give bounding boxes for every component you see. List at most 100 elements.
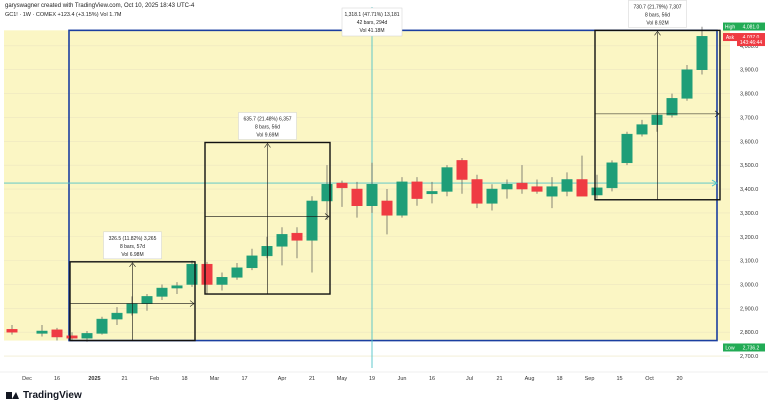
right-arrow-icon — [714, 110, 720, 118]
candle-body-down — [201, 263, 213, 285]
candle-body-up — [651, 114, 663, 125]
candle[interactable] — [6, 325, 18, 335]
candle-body-down — [576, 179, 588, 197]
candle[interactable] — [396, 177, 408, 218]
candle[interactable] — [471, 174, 483, 209]
countdown-tag — [737, 38, 765, 47]
price-label-name: Ask — [726, 35, 735, 41]
measure-box[interactable]: 730.7 (21.79%) 7,307 8 bars, 56d Vol 8.92M — [594, 0, 721, 201]
price-label-high: High 4,081.0 — [723, 22, 765, 31]
candle-body-up — [606, 162, 618, 189]
candle[interactable] — [546, 177, 558, 209]
candle[interactable] — [651, 112, 663, 132]
candle[interactable] — [561, 172, 573, 197]
vline-label-text: 42 bars, 294d — [357, 20, 388, 26]
candle[interactable] — [411, 177, 423, 206]
candle[interactable] — [156, 284, 168, 300]
candle-body-up — [621, 133, 633, 164]
candle[interactable] — [171, 282, 183, 295]
candle[interactable] — [426, 181, 438, 204]
candle[interactable] — [246, 248, 258, 271]
y-tick-label: 3,900.0 — [740, 68, 758, 74]
candle[interactable] — [636, 119, 648, 137]
chart-credit: garyswagner created with TradingView.com… — [5, 3, 195, 9]
candle[interactable] — [51, 327, 63, 341]
price-label-ask: Ask 4,037.0 — [723, 33, 765, 42]
candle[interactable] — [96, 316, 108, 335]
candle[interactable] — [486, 184, 498, 211]
candle-body-up — [441, 167, 453, 192]
measure-label-box — [238, 112, 297, 140]
candle-body-up — [561, 179, 573, 192]
x-tick-label: Jun — [398, 376, 407, 382]
measure-box[interactable]: 326.5 (11.82%) 3,265 8 bars, 57d Vol 6.98M — [69, 231, 196, 342]
candle[interactable] — [261, 236, 273, 259]
price-label-value: 4,037.0 — [743, 35, 760, 41]
candle[interactable] — [216, 272, 228, 291]
candle[interactable] — [606, 160, 618, 192]
candle[interactable] — [36, 325, 48, 337]
candle[interactable] — [591, 174, 603, 199]
price-label-value-tag — [737, 22, 765, 31]
candle[interactable] — [336, 180, 348, 207]
up-arrow-icon — [654, 30, 661, 36]
candle[interactable] — [306, 196, 318, 273]
candle[interactable] — [576, 155, 588, 197]
candle-body-up — [666, 98, 678, 116]
candle[interactable] — [681, 64, 693, 101]
candle-body-up — [591, 187, 603, 196]
candle[interactable] — [291, 227, 303, 259]
candle-body-up — [126, 303, 138, 314]
y-tick-label: 3,700.0 — [740, 115, 758, 121]
candle-body-down — [6, 329, 18, 333]
x-tick-label: 2025 — [88, 376, 100, 382]
candle[interactable] — [111, 307, 123, 326]
candle[interactable] — [276, 227, 288, 266]
candle-body-up — [186, 263, 198, 285]
candle[interactable] — [66, 332, 78, 342]
tradingview-brand[interactable]: TradingView — [6, 390, 82, 401]
candle[interactable] — [696, 26, 708, 75]
candle[interactable] — [531, 179, 543, 194]
price-label-tag — [723, 343, 737, 352]
measure-box[interactable]: 635.7 (21.48%) 6,357 8 bars, 56d Vol 9.69M — [204, 112, 331, 295]
x-tick-label: 16 — [429, 376, 435, 382]
measure-label-text: Vol 8.92M — [646, 20, 668, 26]
candle[interactable] — [501, 179, 513, 199]
candle[interactable] — [186, 260, 198, 287]
hline-arrow-icon — [711, 179, 718, 187]
price-label-low: Low 2,736.2 — [723, 343, 765, 352]
y-tick-label: 3,300.0 — [740, 211, 758, 217]
candle[interactable] — [666, 93, 678, 118]
candle[interactable] — [201, 261, 213, 295]
candle-body-up — [81, 333, 93, 339]
x-tick-label: 21 — [309, 376, 315, 382]
candle-body-down — [381, 200, 393, 216]
measure-label-text: 635.7 (21.48%) 6,357 — [243, 117, 291, 123]
candle[interactable] — [351, 181, 363, 218]
y-tick-label: 3,100.0 — [740, 259, 758, 265]
measure-label-text: Vol 9.69M — [256, 133, 278, 139]
candle[interactable] — [621, 131, 633, 166]
candle[interactable] — [231, 263, 243, 280]
candle[interactable] — [321, 165, 333, 221]
candle-body-down — [411, 181, 423, 199]
x-tick-label: Oct — [645, 376, 654, 382]
candle-body-down — [336, 182, 348, 189]
symbol-info-line[interactable]: GC1! · 1W · COMEX +123.4 (+3.15%) Vol 1.… — [5, 12, 122, 18]
candle[interactable] — [516, 165, 528, 194]
candle[interactable] — [381, 189, 393, 235]
tradingview-logo-icon — [6, 391, 19, 400]
measure-label-box — [103, 231, 162, 260]
x-tick-label: Sep — [585, 376, 595, 382]
x-tick-label: Aug — [525, 376, 535, 382]
price-label-tag — [723, 33, 737, 42]
y-tick-label: 2,900.0 — [740, 306, 758, 312]
candle[interactable] — [456, 158, 468, 194]
candle[interactable] — [366, 162, 378, 213]
candle[interactable] — [441, 165, 453, 197]
measure-label-box — [628, 0, 687, 28]
